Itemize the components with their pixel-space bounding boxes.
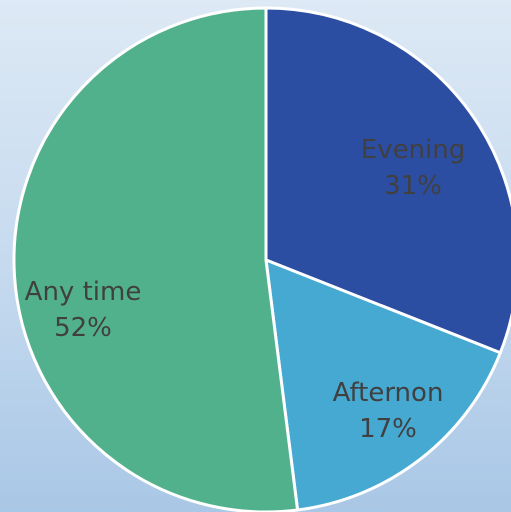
pie-slice-any-time [12, 6, 300, 512]
pie-slice-afternon [264, 258, 502, 512]
slice-category-label: Any time [25, 277, 142, 307]
pie-slice-evening [264, 6, 511, 355]
slice-category-label: Afternon [333, 378, 444, 408]
slice-percent-label: 31% [384, 171, 442, 201]
pie-labels: Evening 31% Afternon 17% Any time 52% [25, 135, 466, 444]
slice-category-label: Evening [361, 135, 466, 165]
slice-percent-label: 52% [54, 313, 112, 343]
slice-label-any-time: Any time 52% [25, 277, 142, 343]
slice-label-afternon: Afternon 17% [333, 378, 444, 444]
slice-label-evening: Evening 31% [361, 135, 466, 201]
pie-slices [12, 6, 511, 512]
slice-percent-label: 17% [359, 414, 417, 444]
